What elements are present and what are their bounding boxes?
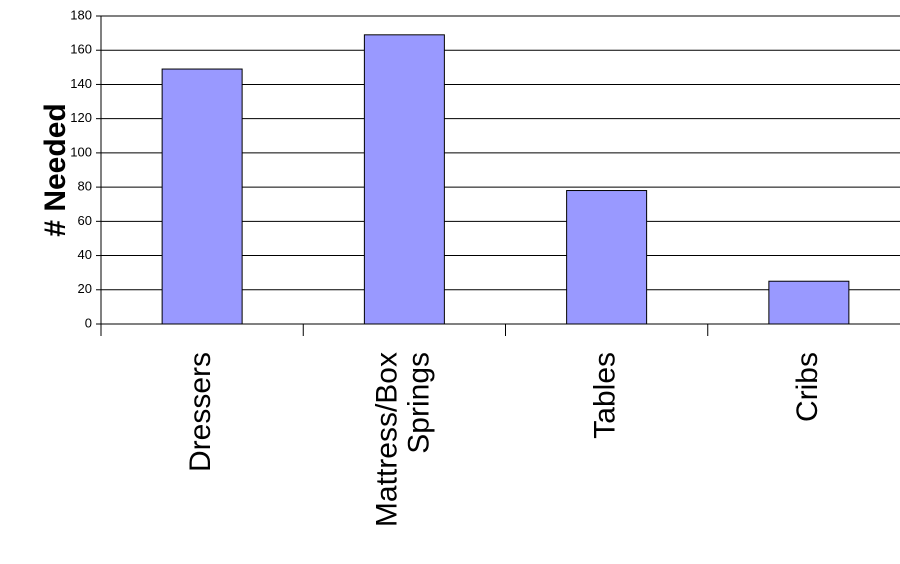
y-tick-label: 140: [70, 76, 92, 91]
y-tick-label: 120: [70, 110, 92, 125]
y-tick-label: 100: [70, 144, 92, 159]
bar: [566, 190, 648, 325]
y-tick-label: 160: [70, 42, 92, 57]
y-tick-label: 60: [78, 213, 92, 228]
x-category-label: Cribs: [791, 352, 824, 422]
axes: [96, 15, 900, 336]
x-category-label: Mattress/Box: [370, 352, 403, 527]
y-axis-title: # Needed: [39, 103, 72, 236]
x-category-label: Springs: [402, 352, 435, 454]
bar: [363, 34, 445, 325]
x-category-label: Dressers: [184, 352, 217, 472]
x-category-label: Tables: [589, 352, 622, 439]
y-tick-label: 80: [78, 179, 92, 194]
y-tick-label: 0: [85, 315, 92, 330]
y-tick-label: 40: [78, 247, 92, 262]
y-tick-label: 180: [70, 7, 92, 22]
bar: [161, 68, 243, 325]
y-tick-label: 20: [78, 281, 92, 296]
x-category-labels: Dressers Mattress/Box Springs Tables Cribs: [184, 352, 824, 527]
bar: [768, 280, 850, 325]
bars: [161, 34, 850, 325]
y-tick-labels: 0 20 40 60 80 100 120 140 160 180: [70, 7, 92, 330]
